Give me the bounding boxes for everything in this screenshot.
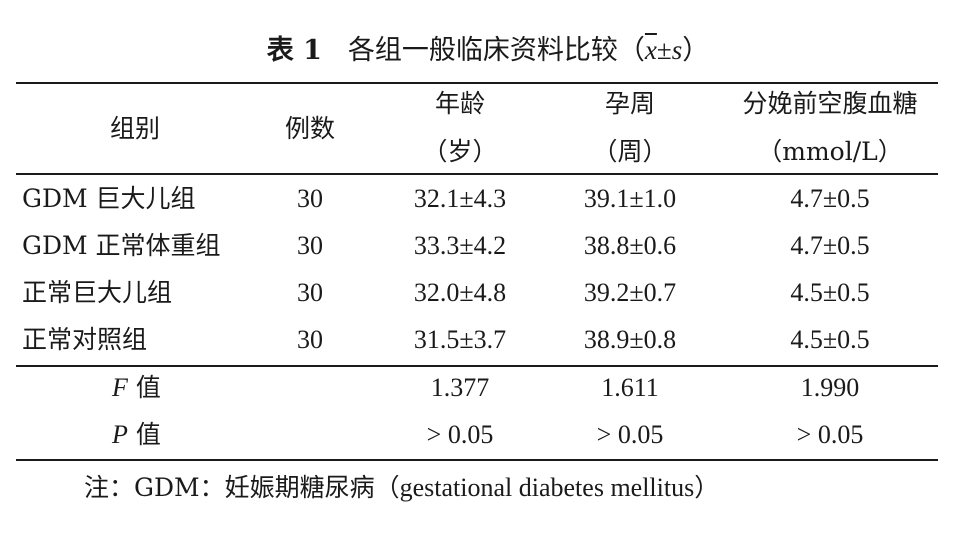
plus-minus-symbol: ± [656, 35, 672, 65]
p-symbol: P [112, 420, 128, 449]
f-value-gest: 1.611 [601, 373, 659, 402]
header-age: 年龄 [434, 89, 485, 118]
row-4-gest: 38.9±0.8 [583, 325, 677, 354]
header-gestational-week: 孕周 [604, 89, 655, 118]
header-rule [16, 173, 938, 175]
row-1-gest: 39.1±1.0 [583, 184, 677, 213]
f-symbol: F [112, 373, 128, 402]
row-4-count: 30 [297, 325, 323, 354]
row-1-age: 32.1±4.3 [413, 184, 507, 213]
row-2-group: GDM 正常体重组 [22, 231, 221, 260]
row-3-glucose: 4.5±0.5 [790, 278, 870, 307]
p-value-glucose: > 0.05 [796, 420, 864, 449]
f-value-glucose: 1.990 [800, 373, 860, 402]
stats-rule [16, 365, 938, 367]
f-value-age: 1.377 [430, 373, 490, 402]
row-1-glucose: 4.7±0.5 [790, 184, 870, 213]
header-count: 例数 [284, 114, 335, 143]
mean-symbol: x [644, 35, 657, 65]
row-3-gest: 39.2±0.7 [583, 278, 677, 307]
p-label-suffix: 值 [127, 420, 161, 449]
header-age-unit: （岁） [422, 137, 498, 166]
header-fasting-glucose-unit: （mmol/L） [757, 137, 903, 166]
table-title: 各组一般临床资料比较（ [347, 35, 645, 66]
p-value-label: P 值 [112, 418, 161, 452]
p-value-gest: > 0.05 [596, 420, 664, 449]
table-footnote: 注：GDM：妊娠期糖尿病（gestational diabetes mellit… [84, 470, 719, 506]
footnote-english: gestational diabetes mellitus [399, 473, 695, 502]
row-4-age: 31.5±3.7 [413, 325, 507, 354]
caption-close-paren: ） [682, 35, 710, 66]
row-4-group: 正常对照组 [22, 325, 148, 354]
row-3-group: 正常巨大儿组 [22, 278, 173, 307]
row-2-count: 30 [297, 231, 323, 260]
row-2-gest: 38.8±0.6 [583, 231, 677, 260]
p-value-age: > 0.05 [426, 420, 494, 449]
bottom-rule [16, 459, 938, 461]
table-caption: 表 1 各组一般临床资料比较（x±s） [0, 30, 976, 71]
row-1-count: 30 [297, 184, 323, 213]
footnote-suffix: ） [694, 473, 720, 502]
row-3-count: 30 [297, 278, 323, 307]
row-2-age: 33.3±4.2 [413, 231, 507, 260]
row-1-group: GDM 巨大儿组 [22, 184, 196, 213]
row-2-glucose: 4.7±0.5 [790, 231, 870, 260]
row-4-glucose: 4.5±0.5 [790, 325, 870, 354]
row-3-age: 32.0±4.8 [413, 278, 507, 307]
footnote-prefix: 注：GDM：妊娠期糖尿病（ [84, 473, 400, 502]
top-rule [16, 82, 938, 84]
f-value-label: F 值 [112, 371, 161, 405]
header-gestational-week-unit: （周） [592, 137, 668, 166]
table-number: 表 1 [266, 35, 322, 66]
header-fasting-glucose: 分娩前空腹血糖 [742, 89, 918, 118]
header-group: 组别 [110, 114, 161, 143]
sd-symbol: s [671, 35, 683, 65]
f-label-suffix: 值 [127, 373, 161, 402]
